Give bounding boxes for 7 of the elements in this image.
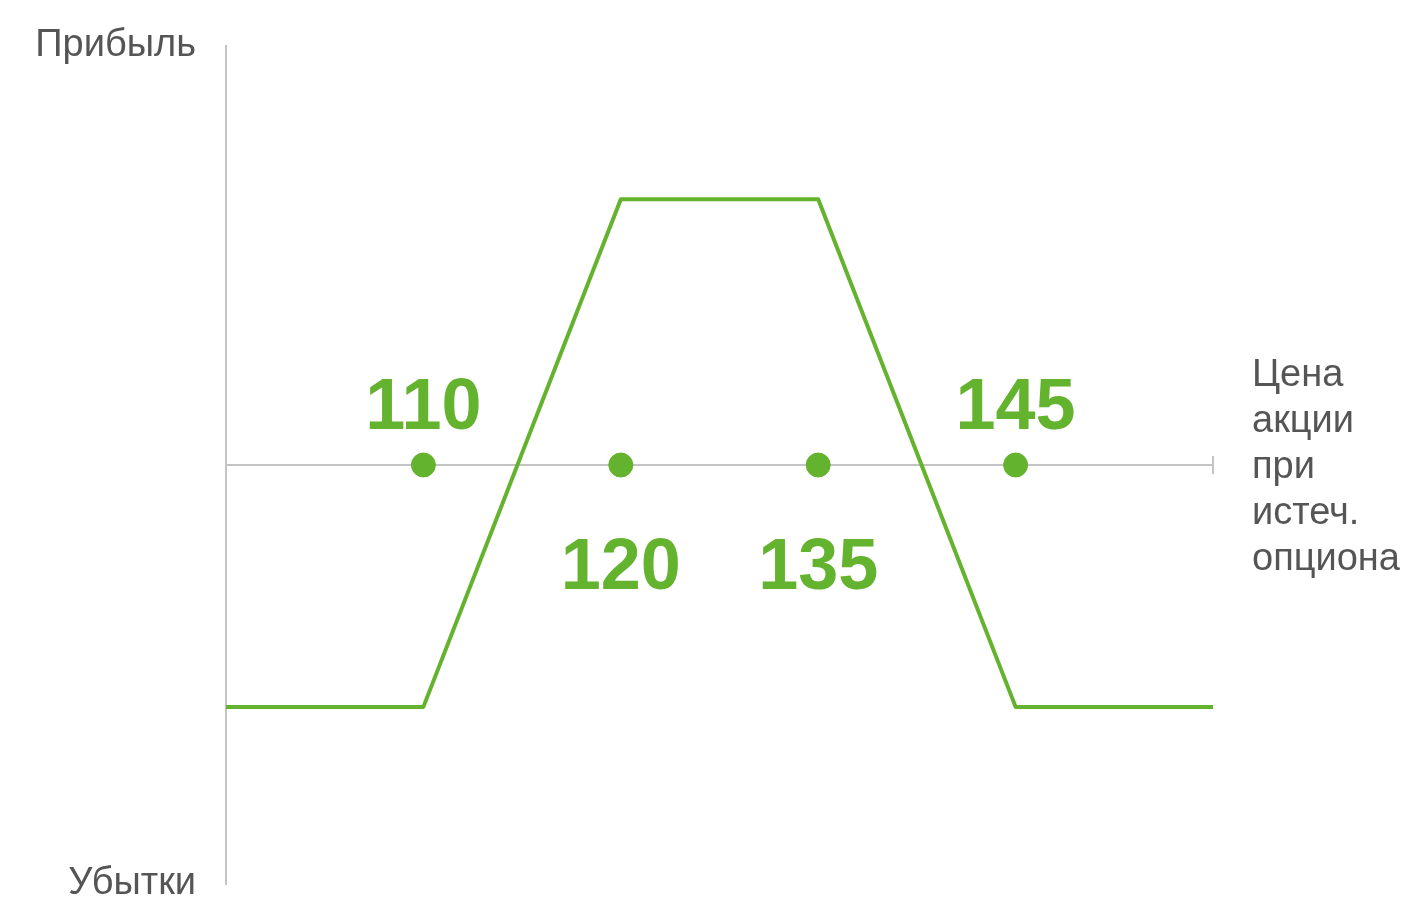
text: Прибыль [35,21,196,66]
x-tick-label: 120 [560,524,681,604]
x-tick-label: 135 [758,524,879,604]
x-axis-title: Цена акции при истеч. опциона [1252,351,1401,580]
x-tick-label: 145 [955,364,1076,444]
text: Убытки [68,859,196,900]
x-tick-label: 110 [365,364,482,444]
